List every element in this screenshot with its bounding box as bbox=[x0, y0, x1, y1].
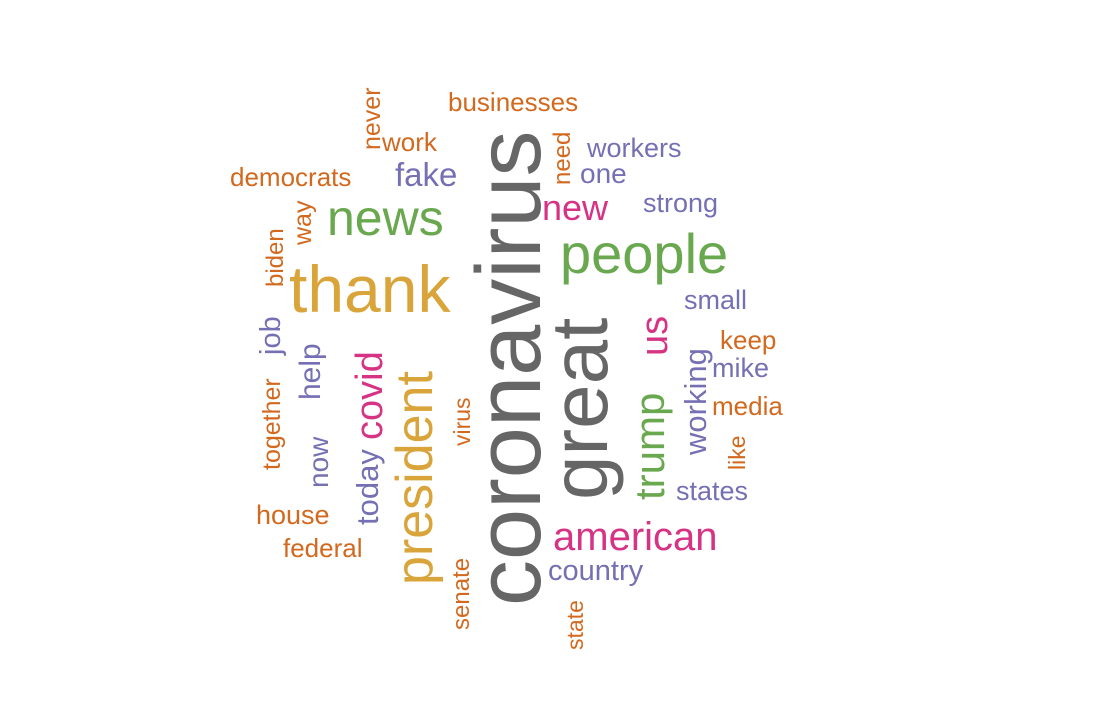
word-new: new bbox=[542, 187, 609, 228]
word-great: great bbox=[535, 318, 624, 500]
word-help: help bbox=[294, 343, 327, 400]
word-never: never bbox=[358, 87, 386, 150]
word-us: us bbox=[634, 316, 676, 356]
word-house: house bbox=[256, 500, 330, 530]
word-fake: fake bbox=[395, 156, 457, 193]
word-businesses: businesses bbox=[448, 87, 578, 117]
word-keep: keep bbox=[720, 325, 776, 355]
word-federal: federal bbox=[283, 533, 363, 563]
word-today: today bbox=[350, 449, 385, 525]
word-small: small bbox=[684, 285, 747, 315]
word-trump: trump bbox=[626, 393, 673, 500]
word-democrats: democrats bbox=[230, 162, 351, 192]
word-news: news bbox=[327, 190, 444, 246]
word-states: states bbox=[676, 476, 748, 506]
word-country: country bbox=[548, 555, 644, 587]
word-like: like bbox=[724, 435, 750, 470]
word-working: working bbox=[678, 348, 713, 456]
word-mike: mike bbox=[712, 353, 769, 383]
word-people: people bbox=[560, 222, 728, 285]
word-strong: strong bbox=[643, 188, 718, 218]
word-thank: thank bbox=[289, 252, 451, 326]
word-state: state bbox=[562, 600, 588, 650]
word-need: need bbox=[549, 132, 576, 185]
word-job: job bbox=[255, 316, 287, 356]
word-together: together bbox=[258, 378, 286, 470]
word-covid: covid bbox=[349, 351, 391, 440]
word-media: media bbox=[712, 391, 783, 421]
word-virus: virus bbox=[449, 397, 475, 446]
word-senate: senate bbox=[448, 558, 475, 630]
word-coronavirus: coronavirus bbox=[458, 130, 560, 606]
word-president: president bbox=[386, 371, 444, 585]
word-work: work bbox=[381, 127, 438, 157]
word-one: one bbox=[580, 158, 627, 189]
word-way: way bbox=[289, 200, 317, 246]
word-now: now bbox=[303, 436, 334, 488]
word-biden: biden bbox=[262, 228, 289, 287]
word-workers: workers bbox=[586, 133, 682, 163]
word-american: american bbox=[553, 515, 718, 559]
